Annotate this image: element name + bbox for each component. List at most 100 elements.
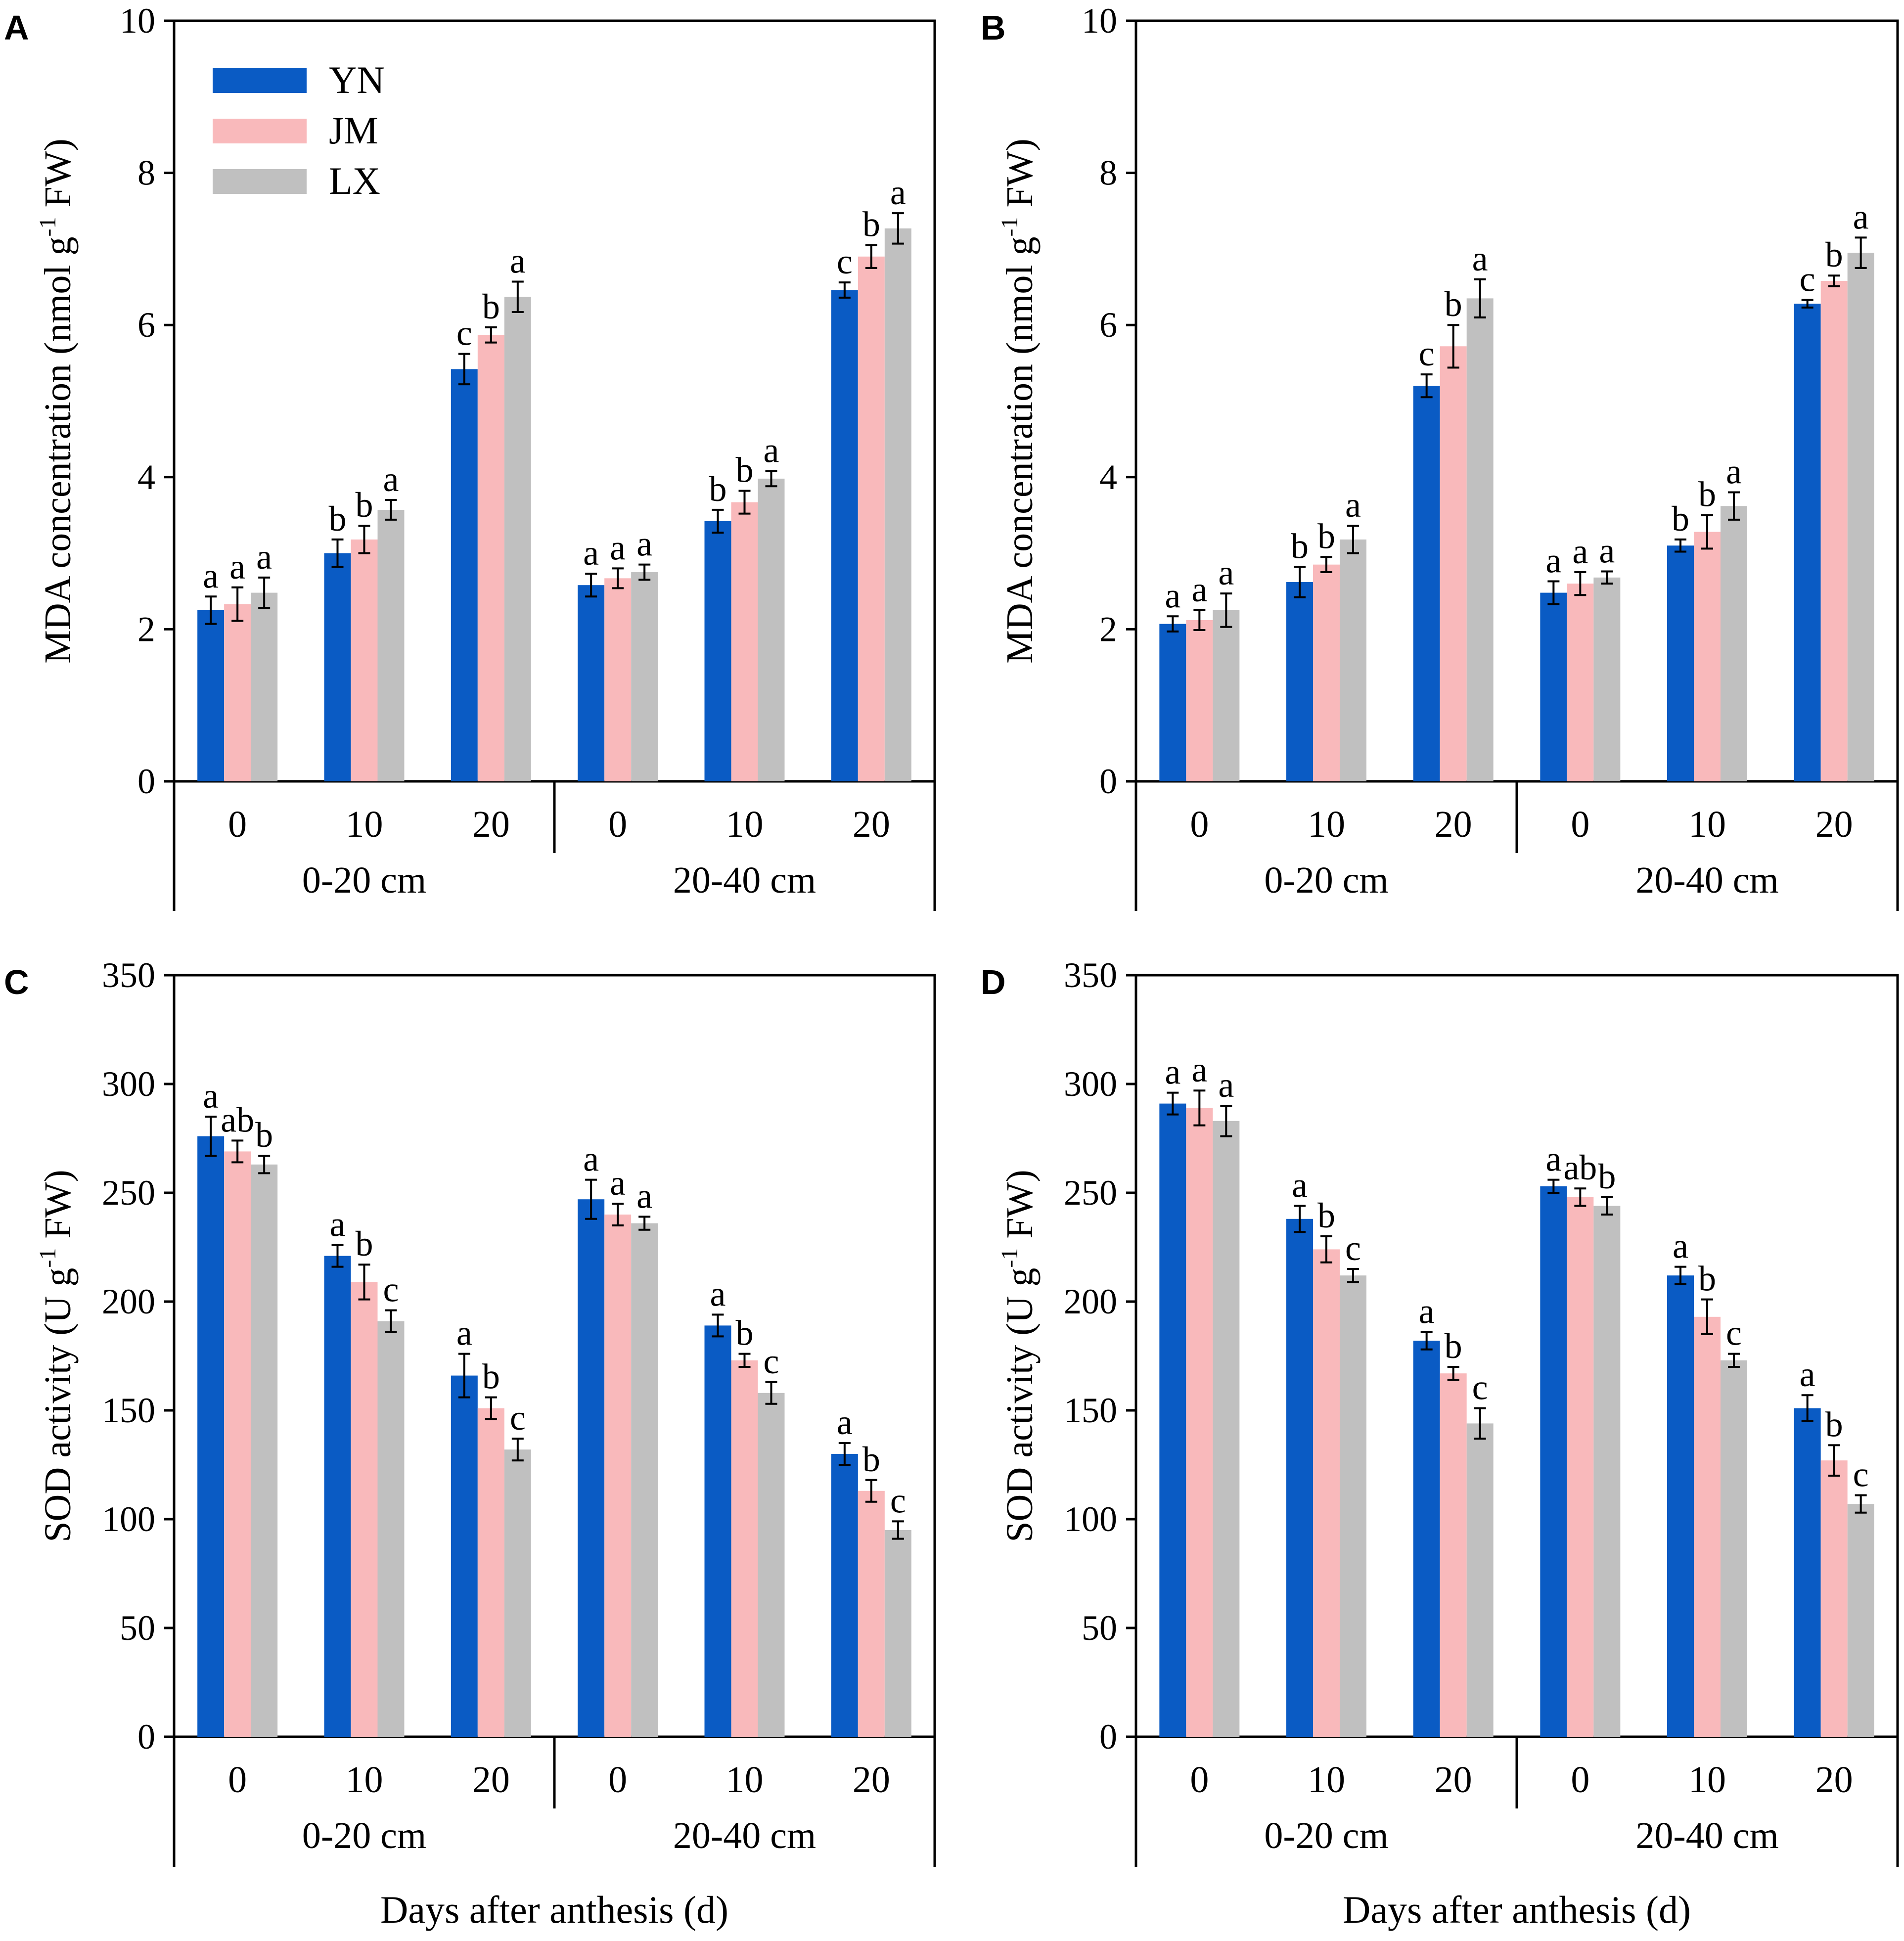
error-bar bbox=[1347, 525, 1359, 554]
bar-jm bbox=[858, 256, 885, 781]
error-bar bbox=[331, 538, 344, 568]
bar-yn bbox=[197, 610, 225, 781]
bar-yn bbox=[578, 1199, 605, 1737]
bar-yn bbox=[324, 1256, 351, 1737]
y-tick-label: 2 bbox=[137, 609, 155, 649]
bar-lx bbox=[1593, 577, 1621, 781]
significance-letter: a bbox=[1545, 1139, 1561, 1179]
bar-yn bbox=[1159, 624, 1186, 781]
y-tick-label: 6 bbox=[137, 305, 155, 345]
error-bar bbox=[1320, 556, 1332, 574]
bar-lx bbox=[884, 1530, 911, 1737]
error-bar bbox=[1220, 592, 1232, 628]
error-bar bbox=[738, 490, 751, 515]
bar-jm bbox=[604, 1215, 632, 1737]
y-tick-label: 0 bbox=[1099, 1717, 1117, 1757]
error-bar bbox=[1547, 580, 1560, 605]
category-label: 20 bbox=[472, 1759, 510, 1801]
group-label: 20-40 cm bbox=[1635, 859, 1778, 901]
group-label: 20-40 cm bbox=[673, 859, 816, 901]
category-label: 0 bbox=[1190, 804, 1209, 845]
category-label: 20 bbox=[1435, 804, 1472, 845]
y-tick-label: 350 bbox=[102, 955, 155, 995]
x-axis-title: Days after anthesis (d) bbox=[1343, 1888, 1691, 1931]
significance-letter: a bbox=[330, 1205, 346, 1244]
error-bar bbox=[712, 1313, 724, 1338]
error-bar bbox=[1447, 324, 1459, 369]
significance-letter: c bbox=[1345, 1228, 1361, 1268]
significance-letter: b bbox=[482, 1357, 500, 1397]
category-axis-box bbox=[1134, 781, 1899, 911]
bar-yn bbox=[1286, 582, 1313, 781]
significance-letter: a bbox=[636, 1176, 652, 1216]
significance-letter: a bbox=[610, 1163, 626, 1203]
y-axis-title: MDA concentration (nmol g-1 FW) bbox=[35, 138, 79, 664]
significance-letter: a bbox=[1726, 452, 1742, 492]
significance-letter: a bbox=[1472, 239, 1488, 278]
x-axis-title: Days after anthesis (d) bbox=[380, 1888, 728, 1931]
bar-lx bbox=[758, 1393, 785, 1737]
error-bar bbox=[838, 1442, 851, 1466]
error-bar bbox=[738, 1353, 751, 1368]
bar-lx bbox=[1847, 253, 1874, 782]
significance-letter: a bbox=[1572, 532, 1588, 571]
y-tick-label: 200 bbox=[1064, 1282, 1117, 1321]
significance-letter: b bbox=[1445, 284, 1462, 324]
y-tick-label: 300 bbox=[1064, 1064, 1117, 1104]
error-bar bbox=[385, 498, 397, 521]
bar-yn bbox=[1794, 304, 1821, 781]
error-bar bbox=[612, 567, 624, 589]
bar-yn bbox=[704, 1325, 731, 1737]
error-bar bbox=[1193, 1089, 1206, 1127]
group-label: 0-20 cm bbox=[302, 859, 426, 901]
significance-letter: a bbox=[710, 1274, 726, 1313]
significance-letter: a bbox=[203, 556, 219, 595]
significance-letter: b bbox=[1698, 475, 1716, 514]
bar-yn bbox=[578, 585, 605, 781]
bar-jm bbox=[1186, 620, 1213, 781]
category-label: 20 bbox=[853, 1759, 890, 1801]
error-bar bbox=[1675, 538, 1686, 553]
y-tick-label: 350 bbox=[1064, 955, 1117, 995]
error-bar bbox=[485, 326, 497, 344]
category-label: 20 bbox=[853, 804, 890, 845]
significance-letter: b bbox=[1317, 516, 1335, 556]
category-label: 10 bbox=[1308, 1759, 1345, 1801]
significance-letter: b bbox=[709, 469, 727, 509]
error-bar bbox=[1601, 1196, 1613, 1216]
category-label: 10 bbox=[1688, 1759, 1726, 1801]
error-bar bbox=[638, 1216, 651, 1231]
category-label: 20 bbox=[472, 804, 510, 845]
bar-jm bbox=[351, 1282, 378, 1737]
bar-lx bbox=[377, 1321, 405, 1737]
legend-swatch-jm bbox=[213, 119, 307, 143]
panel-b: B 0 2 4 6 8 10 MDA concentration (nmol g-1 FW) 0… bbox=[981, 1, 1899, 911]
error-bar bbox=[1420, 373, 1433, 399]
y-tick-label: 250 bbox=[1064, 1173, 1117, 1213]
bar-lx bbox=[1593, 1206, 1621, 1737]
error-bar bbox=[1474, 278, 1486, 318]
bar-lx bbox=[1466, 298, 1494, 781]
significance-letter: a bbox=[1673, 1226, 1688, 1266]
error-bar bbox=[765, 470, 777, 488]
significance-letter: c bbox=[837, 242, 853, 281]
error-bar bbox=[1420, 1331, 1433, 1351]
y-axis-title: SOD activity (U g-1 FW) bbox=[35, 1170, 79, 1542]
bar-lx bbox=[1721, 506, 1747, 781]
category-label: 10 bbox=[346, 804, 383, 845]
error-bar bbox=[1601, 570, 1613, 585]
significance-letter: a bbox=[229, 547, 245, 587]
significance-letter: a bbox=[1218, 1065, 1234, 1105]
error-bar bbox=[865, 1479, 877, 1503]
legend-label-jm: JM bbox=[329, 109, 378, 152]
error-bar bbox=[1855, 236, 1867, 269]
significance-letter: a bbox=[1191, 1050, 1207, 1089]
category-label: 20 bbox=[1435, 1759, 1472, 1801]
panel-letter: B bbox=[981, 8, 1006, 47]
category-label: 10 bbox=[1688, 804, 1726, 845]
category-label: 10 bbox=[346, 1759, 383, 1801]
bar-lx bbox=[1847, 1504, 1874, 1737]
category-label: 0 bbox=[1190, 1759, 1209, 1801]
y-tick-label: 10 bbox=[120, 1, 155, 41]
y-tick-label: 8 bbox=[1099, 153, 1117, 193]
